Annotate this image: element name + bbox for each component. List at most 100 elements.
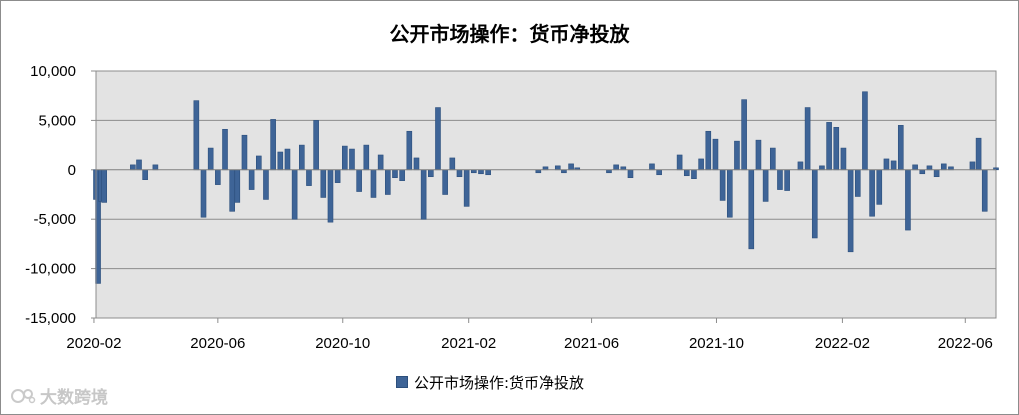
bar — [912, 164, 918, 171]
bar — [883, 158, 890, 171]
bar — [627, 169, 634, 179]
bar — [691, 169, 697, 179]
watermark-logo-icon — [11, 388, 36, 403]
bar — [897, 125, 904, 171]
bar — [698, 158, 704, 171]
bar — [152, 164, 159, 171]
bar — [284, 148, 291, 171]
bar — [869, 169, 875, 217]
bar — [207, 147, 214, 171]
bar — [130, 164, 136, 171]
bar — [568, 163, 574, 171]
bar — [327, 169, 334, 223]
x-tick-label: 2021-10 — [689, 335, 744, 352]
bar — [193, 100, 200, 171]
bar — [342, 145, 348, 171]
bar — [248, 169, 255, 190]
bar — [306, 169, 312, 186]
bar — [656, 169, 662, 176]
watermark-text: 大数跨境 — [40, 388, 108, 408]
bar — [804, 107, 811, 171]
bar — [334, 169, 341, 183]
x-tick-label: 2022-06 — [938, 335, 993, 352]
bar — [847, 169, 854, 253]
bar — [975, 137, 982, 171]
bar — [291, 169, 298, 220]
bar — [919, 169, 926, 175]
bar — [363, 144, 370, 171]
bar — [712, 138, 719, 171]
x-tick-label: 2022-02 — [815, 335, 870, 352]
y-tick-label: 5,000 — [38, 112, 76, 129]
y-tick-label: 0 — [68, 162, 76, 179]
bar — [784, 169, 790, 191]
bar — [926, 165, 933, 171]
bar — [905, 169, 911, 231]
bar — [136, 159, 142, 171]
bar — [755, 139, 762, 171]
bar — [101, 169, 107, 203]
y-tick-label: -5,000 — [33, 211, 76, 228]
bar — [449, 157, 456, 171]
bar — [370, 169, 377, 198]
x-tick-label: 2020-02 — [66, 335, 121, 352]
bar — [705, 130, 712, 171]
x-tick-label: 2021-06 — [564, 335, 619, 352]
bar — [263, 169, 269, 200]
chart-title: 公开市场操作：货币净投放 — [389, 22, 630, 46]
bar — [349, 148, 355, 171]
bar — [270, 119, 276, 171]
bar — [229, 169, 235, 212]
bar — [385, 169, 391, 195]
bar — [854, 169, 861, 197]
bar — [613, 164, 619, 171]
x-tick-label: 2021-02 — [441, 335, 496, 352]
bar — [215, 169, 221, 185]
bar — [420, 169, 427, 220]
legend-swatch — [396, 376, 408, 388]
bar — [222, 128, 228, 171]
bar — [762, 169, 769, 202]
bar — [392, 169, 398, 179]
bar — [442, 169, 448, 195]
bar — [683, 169, 690, 177]
bar — [200, 169, 207, 218]
bar — [406, 130, 413, 171]
y-tick-label: -15,000 — [25, 310, 76, 327]
bar — [399, 169, 405, 181]
bar — [413, 157, 420, 171]
bar — [797, 161, 804, 171]
bar — [726, 169, 733, 218]
bar — [876, 169, 883, 205]
bar — [299, 144, 305, 171]
bar — [969, 161, 976, 171]
bar — [456, 169, 463, 178]
bar — [313, 120, 319, 171]
bar — [142, 169, 148, 180]
bar — [428, 169, 434, 178]
bar — [826, 122, 832, 171]
legend-label: 公开市场操作:货币净投放 — [414, 373, 585, 392]
bar — [719, 169, 726, 201]
bar — [255, 155, 262, 171]
bar — [840, 147, 847, 171]
bar — [356, 169, 362, 192]
bar — [933, 169, 940, 178]
bar — [320, 169, 327, 198]
bar — [890, 160, 897, 171]
bar — [377, 154, 384, 171]
bar — [862, 91, 868, 171]
x-tick-label: 2020-06 — [190, 335, 245, 352]
bar — [741, 99, 747, 171]
watermark: 大数跨境 — [10, 383, 108, 408]
bar — [981, 169, 988, 212]
bar — [748, 169, 755, 250]
bar — [940, 163, 947, 171]
bar — [554, 165, 561, 171]
bar — [649, 163, 655, 171]
bar — [277, 151, 284, 171]
bar — [463, 169, 470, 207]
y-tick-label: -10,000 — [25, 261, 76, 278]
bar — [777, 169, 783, 190]
